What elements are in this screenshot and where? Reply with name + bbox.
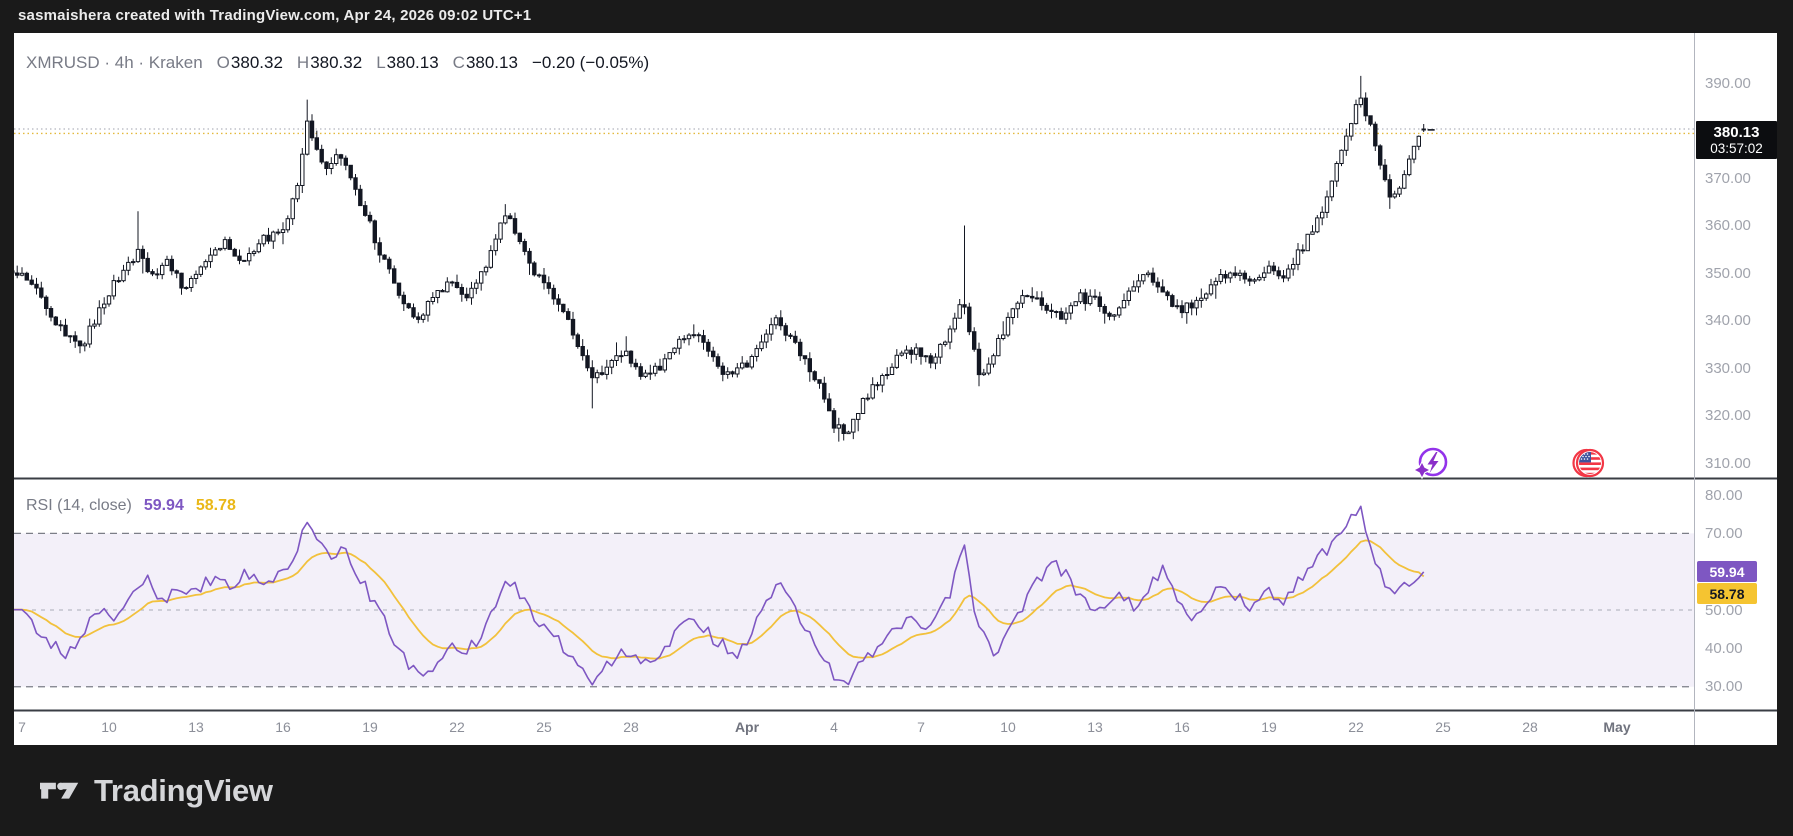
chart-surface[interactable]: [14, 33, 1777, 745]
price-tick-label: 350.00: [1705, 264, 1751, 282]
price-change: −0.20 (−0.05%): [531, 53, 650, 72]
ohlc-high: H 380.32: [296, 53, 363, 72]
time-tick-label: 19: [1261, 719, 1277, 735]
time-tick-label: 10: [101, 719, 117, 735]
tradingview-brand-text[interactable]: TradingView: [94, 772, 273, 808]
footer-bar: TradingView: [0, 745, 1793, 836]
time-tick-label: 7: [18, 719, 26, 735]
rsi-tick-label: 70.00: [1705, 524, 1743, 542]
rsi-tick-label: 40.00: [1705, 639, 1743, 657]
time-tick-label: Apr: [734, 719, 760, 735]
rsi-legend: RSI (14, close) 59.94 58.78: [26, 497, 236, 515]
time-tick-label: May: [1603, 719, 1631, 735]
time-tick-label: 13: [188, 719, 204, 735]
price-tick-label: 320.00: [1705, 407, 1751, 424]
symbol-legend: XMRUSD · 4h · Kraken O 380.32 H 380.32 L 38…: [26, 53, 649, 73]
watermark-bar: sasmaishera created with TradingView.com…: [0, 0, 1793, 33]
price-tick-label: 390.00: [1705, 74, 1751, 92]
time-tick-label: 28: [623, 719, 639, 735]
price-tick-label: 310.00: [1705, 454, 1751, 472]
last-price-label: 380.13 03:57:02: [1696, 121, 1777, 159]
watermark-text: sasmaishera created with TradingView.com…: [18, 7, 532, 24]
rsi-tick-label: 30.00: [1705, 678, 1743, 696]
price-tick-label: 340.00: [1705, 312, 1751, 329]
rsi-main-axis-label: 59.94: [1697, 561, 1757, 582]
time-tick-label: 28: [1522, 719, 1538, 735]
time-tick-label: 7: [917, 719, 925, 735]
rsi-tick-label: 80.00: [1705, 486, 1743, 504]
rsi-main-value: 59.94: [143, 497, 184, 514]
price-tick-label: 370.00: [1705, 169, 1751, 187]
time-tick-label: 25: [536, 719, 552, 735]
price-pane: [14, 75, 1694, 442]
time-tick-label: 19: [362, 719, 378, 735]
time-tick-label: 16: [1174, 719, 1190, 735]
time-tick-label: 13: [1087, 719, 1103, 735]
price-tick-label: 360.00: [1705, 217, 1751, 234]
ohlc-close: C 380.13: [452, 53, 518, 72]
rsi-title[interactable]: RSI (14, close): [26, 497, 132, 514]
ohlc-low: L 380.13: [376, 53, 439, 72]
ohlc-open: O 380.32: [216, 53, 283, 72]
price-tick-label: 330.00: [1705, 359, 1751, 377]
time-tick-label: 16: [275, 719, 291, 735]
us-flag-icon: [1572, 448, 1605, 478]
last-price-value: 380.13: [1713, 123, 1760, 141]
symbol-title[interactable]: XMRUSD · 4h · Kraken: [26, 53, 203, 72]
time-tick-label: 25: [1435, 719, 1451, 735]
bar-countdown: 03:57:02: [1710, 140, 1763, 156]
rsi-pane: [14, 505, 1694, 688]
time-tick-label: 4: [830, 719, 838, 735]
rsi-signal-value: 58.78: [195, 497, 236, 514]
time-tick-label: 10: [1000, 719, 1016, 735]
spark-lightning-icon: [1412, 447, 1448, 480]
tradingview-logo-icon[interactable]: [40, 778, 80, 804]
time-tick-label: 22: [449, 719, 465, 735]
rsi-signal-axis-label: 58.78: [1697, 583, 1757, 604]
time-tick-label: 22: [1348, 719, 1364, 735]
rsi-tick-label: 50.00: [1705, 601, 1743, 619]
